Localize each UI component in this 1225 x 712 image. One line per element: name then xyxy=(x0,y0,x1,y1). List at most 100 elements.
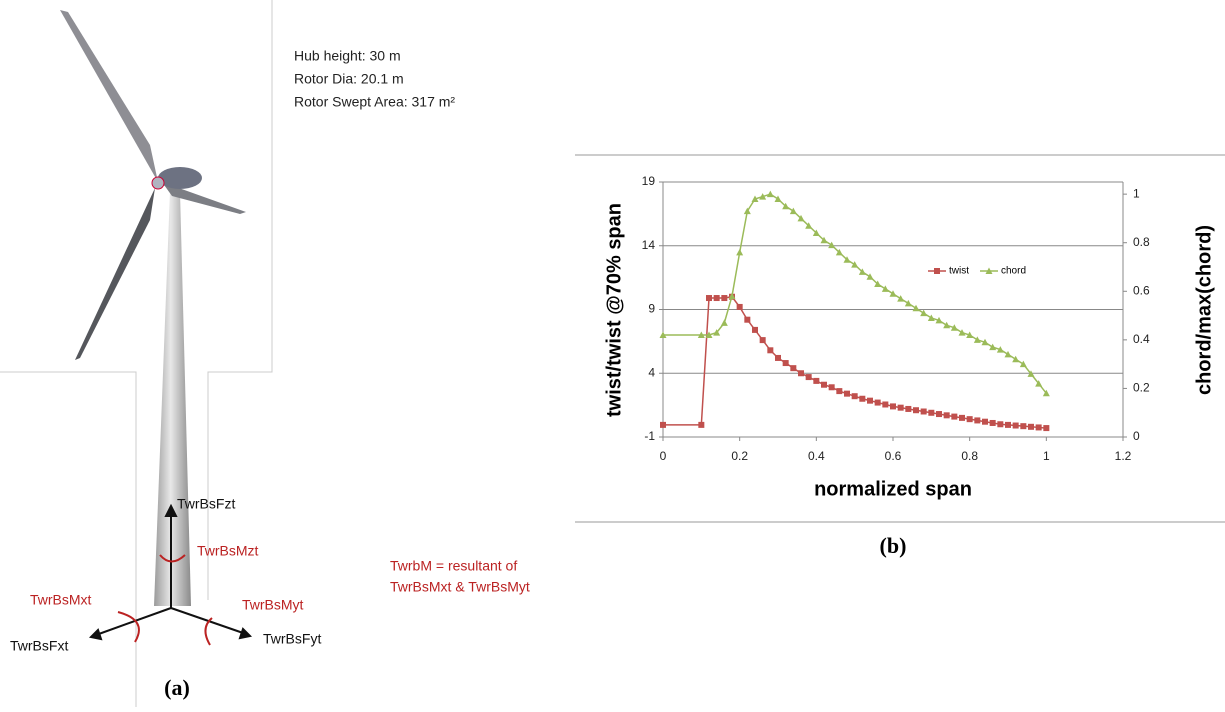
y2-tick-label: 0 xyxy=(1133,429,1140,443)
marker xyxy=(736,249,743,256)
y2-tick-label: 0.4 xyxy=(1133,332,1150,346)
x-tick-label: 0.8 xyxy=(961,449,978,463)
marker xyxy=(844,391,850,397)
figure: Hub height: 30 m Rotor Dia: 20.1 m Rotor… xyxy=(0,0,1225,707)
y2-tick-label: 0.8 xyxy=(1133,235,1150,249)
y-tick-label: 14 xyxy=(642,238,656,252)
series-line xyxy=(663,194,1046,393)
marker xyxy=(882,285,889,292)
marker xyxy=(1005,351,1012,358)
marker xyxy=(1043,425,1049,431)
caption: (a) xyxy=(164,675,190,700)
marker xyxy=(767,191,774,198)
marker xyxy=(836,388,842,394)
marker xyxy=(851,261,858,268)
marker xyxy=(744,317,750,323)
marker xyxy=(798,370,804,376)
tower xyxy=(154,192,191,606)
caption: (b) xyxy=(880,533,907,558)
spec: Rotor Swept Area: 317 m² xyxy=(294,94,455,110)
marker xyxy=(660,422,666,428)
x-tick-label: 0.2 xyxy=(731,449,748,463)
marker xyxy=(944,412,950,418)
marker xyxy=(989,344,996,351)
marker xyxy=(1036,424,1042,430)
marker xyxy=(905,406,911,412)
marker xyxy=(1020,423,1026,429)
y-tick-label: 19 xyxy=(642,174,656,188)
marker xyxy=(905,300,912,307)
marker xyxy=(706,295,712,301)
marker xyxy=(867,398,873,404)
marker xyxy=(852,393,858,399)
load-label: TwrBsFyt xyxy=(263,631,321,647)
marker xyxy=(921,409,927,415)
marker xyxy=(752,327,758,333)
marker xyxy=(806,374,812,380)
marker xyxy=(790,365,796,371)
nacelle xyxy=(158,167,202,189)
marker xyxy=(959,329,966,336)
y-tick-label: -1 xyxy=(644,429,655,443)
marker xyxy=(828,242,835,249)
marker xyxy=(890,290,897,297)
marker xyxy=(974,417,980,423)
y2-tick-label: 0.2 xyxy=(1133,381,1150,395)
marker xyxy=(1013,423,1019,429)
marker xyxy=(821,382,827,388)
x-tick-label: 0.6 xyxy=(885,449,902,463)
marker xyxy=(951,414,957,420)
y2-tick-label: 1 xyxy=(1133,186,1140,200)
marker xyxy=(875,400,881,406)
y-tick-label: 4 xyxy=(648,365,655,379)
hub xyxy=(152,177,164,189)
y-axis-label: twist/twist @70% span xyxy=(603,203,625,417)
note: TwrBsMxt & TwrBsMyt xyxy=(390,579,530,595)
x-axis-label: normalized span xyxy=(814,478,972,500)
marker xyxy=(1028,424,1034,430)
y2-axis-label: chord/max(chord) xyxy=(1193,225,1215,395)
x-tick-label: 1.2 xyxy=(1115,449,1132,463)
marker xyxy=(928,410,934,416)
y2-tick-label: 0.6 xyxy=(1133,283,1150,297)
marker xyxy=(990,420,996,426)
marker xyxy=(859,396,865,402)
spec: Rotor Dia: 20.1 m xyxy=(294,71,404,87)
x-tick-label: 1 xyxy=(1043,449,1050,463)
marker xyxy=(775,355,781,361)
marker xyxy=(997,421,1003,427)
marker xyxy=(721,319,728,326)
marker xyxy=(934,268,940,274)
marker xyxy=(783,360,789,366)
marker xyxy=(1012,356,1019,363)
blade xyxy=(60,10,158,182)
marker xyxy=(959,415,965,421)
marker xyxy=(698,422,704,428)
marker xyxy=(913,407,919,413)
marker xyxy=(760,337,766,343)
series-line xyxy=(663,297,1046,428)
spec: Hub height: 30 m xyxy=(294,48,401,64)
axes xyxy=(91,506,250,639)
marker xyxy=(920,310,927,317)
marker xyxy=(882,401,888,407)
marker xyxy=(813,378,819,384)
marker xyxy=(714,295,720,301)
marker xyxy=(974,336,981,343)
load-label: TwrBsMyt xyxy=(242,597,304,613)
x-tick-label: 0 xyxy=(660,449,667,463)
blade xyxy=(75,188,155,360)
marker xyxy=(936,411,942,417)
load-label: TwrBsFzt xyxy=(177,496,235,512)
marker xyxy=(890,403,896,409)
marker xyxy=(897,295,904,302)
legend-label: chord xyxy=(1001,266,1026,277)
marker xyxy=(943,322,950,329)
load-label: TwrBsMzt xyxy=(197,543,259,559)
y-tick-label: 9 xyxy=(648,302,655,316)
marker xyxy=(982,419,988,425)
load-label: TwrBsFxt xyxy=(10,638,68,654)
marker xyxy=(721,295,727,301)
marker xyxy=(867,273,874,280)
frame xyxy=(0,372,136,707)
